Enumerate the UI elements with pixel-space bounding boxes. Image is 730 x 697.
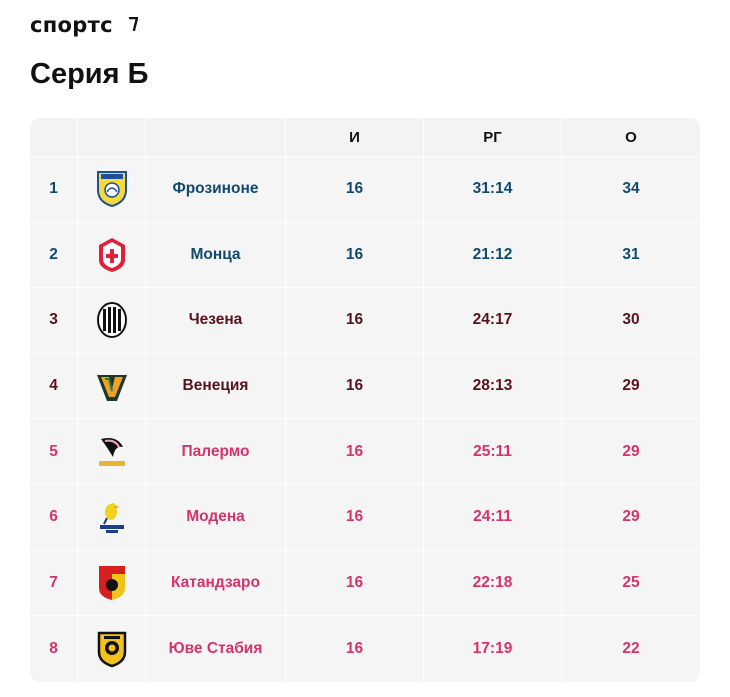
row-goal-diff: 31:14: [424, 157, 562, 223]
frosinone-crest-icon[interactable]: [95, 170, 129, 208]
row-goal-diff: 24:17: [424, 288, 562, 354]
brand-name: спортс: [30, 13, 113, 37]
row-points: 30: [562, 288, 700, 354]
header-crest: [78, 118, 146, 157]
row-position: 1: [30, 157, 78, 223]
row-crest: [78, 222, 146, 289]
row-games: 16: [286, 419, 424, 485]
row-position: 6: [30, 484, 78, 551]
page-title: Серия Б: [30, 58, 149, 90]
cesena-crest-icon[interactable]: [95, 301, 129, 339]
row-goal-diff: 21:12: [424, 222, 562, 289]
row-team-name[interactable]: Палермо: [146, 419, 286, 485]
row-team-name[interactable]: Катандзаро: [146, 550, 286, 617]
row-crest: [78, 550, 146, 617]
header-goal-diff[interactable]: РГ: [424, 118, 562, 157]
juve-stabia-crest-icon[interactable]: [95, 630, 129, 668]
row-position: 8: [30, 616, 78, 682]
row-points: 29: [562, 419, 700, 485]
row-crest: [78, 353, 146, 420]
table-row[interactable]: 4 Венеция 16 28:13 29: [30, 353, 700, 420]
palermo-crest-icon[interactable]: [95, 433, 129, 471]
row-points: 25: [562, 550, 700, 617]
row-games: 16: [286, 550, 424, 617]
modena-crest-icon[interactable]: [95, 498, 129, 536]
header-games[interactable]: И: [286, 118, 424, 157]
row-position: 5: [30, 419, 78, 485]
row-games: 16: [286, 157, 424, 223]
catanzaro-crest-icon[interactable]: [95, 564, 129, 602]
row-games: 16: [286, 616, 424, 682]
table-row[interactable]: 3 Чезена 16 24:17 30: [30, 288, 700, 354]
table-row[interactable]: 8 Юве Стабия 16 17:19 22: [30, 616, 700, 682]
row-team-name[interactable]: Фрозиноне: [146, 157, 286, 223]
row-games: 16: [286, 288, 424, 354]
row-goal-diff: 22:18: [424, 550, 562, 617]
table-header-row: И РГ О: [30, 118, 700, 157]
row-points: 29: [562, 484, 700, 551]
table-row[interactable]: 6 Модена 16 24:11 29: [30, 484, 700, 551]
row-position: 3: [30, 288, 78, 354]
row-team-name[interactable]: Юве Стабия: [146, 616, 286, 682]
brand-mark-icon: [128, 17, 138, 31]
venezia-crest-icon[interactable]: [95, 367, 129, 405]
row-games: 16: [286, 484, 424, 551]
row-points: 22: [562, 616, 700, 682]
row-crest: [78, 157, 146, 223]
row-goal-diff: 24:11: [424, 484, 562, 551]
table-row[interactable]: 7 Катандзаро 16 22:18 25: [30, 550, 700, 617]
row-goal-diff: 28:13: [424, 353, 562, 420]
row-crest: [78, 616, 146, 682]
standings-table: И РГ О 1 Фрозиноне 16 31:14: [30, 118, 700, 682]
header-points[interactable]: О: [562, 118, 700, 157]
row-points: 29: [562, 353, 700, 420]
table-row[interactable]: 5 Палермо 16 25:11 29: [30, 419, 700, 485]
row-team-name[interactable]: Модена: [146, 484, 286, 551]
row-crest: [78, 484, 146, 551]
row-position: 7: [30, 550, 78, 617]
row-crest: [78, 419, 146, 485]
row-games: 16: [286, 222, 424, 289]
row-position: 4: [30, 353, 78, 420]
row-points: 31: [562, 222, 700, 289]
table-row[interactable]: 1 Фрозиноне 16 31:14 34: [30, 157, 700, 223]
row-goal-diff: 25:11: [424, 419, 562, 485]
row-games: 16: [286, 353, 424, 420]
header-position: [30, 118, 78, 157]
monza-crest-icon[interactable]: [95, 236, 129, 274]
row-team-name[interactable]: Монца: [146, 222, 286, 289]
header-team: [146, 118, 286, 157]
row-team-name[interactable]: Чезена: [146, 288, 286, 354]
row-team-name[interactable]: Венеция: [146, 353, 286, 420]
table-row[interactable]: 2 Монца 16 21:12 31: [30, 222, 700, 289]
row-position: 2: [30, 222, 78, 289]
row-goal-diff: 17:19: [424, 616, 562, 682]
row-points: 34: [562, 157, 700, 223]
row-crest: [78, 288, 146, 354]
